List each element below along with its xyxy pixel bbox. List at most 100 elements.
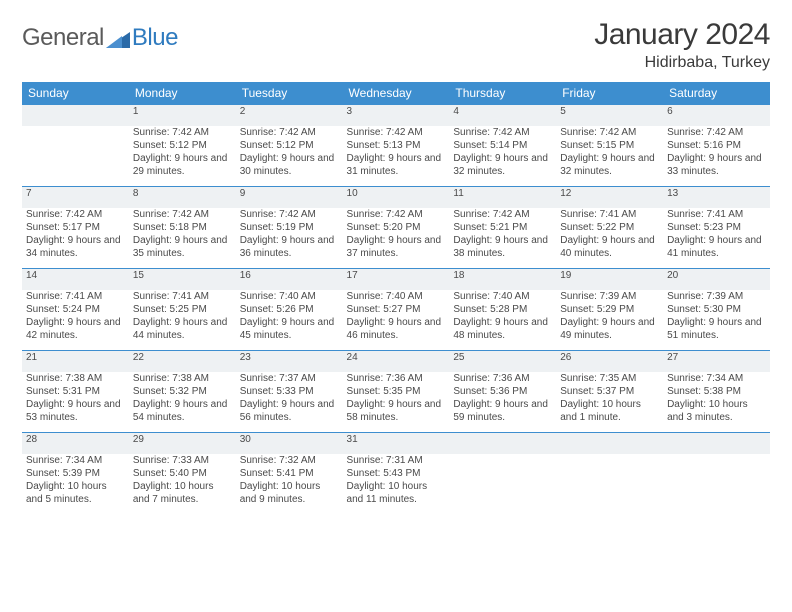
day-number: 26: [556, 351, 663, 373]
day-cell-line: Sunset: 5:41 PM: [240, 467, 339, 480]
day-number: 3: [343, 105, 450, 127]
day-number-empty: [556, 433, 663, 455]
day-cell-line: Daylight: 10 hours and 3 minutes.: [667, 398, 766, 424]
day-number: 7: [22, 187, 129, 209]
day-cell-line: Sunrise: 7:38 AM: [133, 372, 232, 385]
day-cell-line: Daylight: 9 hours and 58 minutes.: [347, 398, 446, 424]
day-cell: Sunrise: 7:42 AMSunset: 5:20 PMDaylight:…: [343, 208, 450, 269]
day-cell-line: Sunset: 5:32 PM: [133, 385, 232, 398]
day-number: 14: [22, 269, 129, 291]
day-cell: Sunrise: 7:41 AMSunset: 5:23 PMDaylight:…: [663, 208, 770, 269]
day-cell-line: Daylight: 9 hours and 29 minutes.: [133, 152, 232, 178]
day-cell-line: Sunrise: 7:41 AM: [560, 208, 659, 221]
day-cell-line: Sunrise: 7:42 AM: [133, 208, 232, 221]
day-cell-line: Sunset: 5:25 PM: [133, 303, 232, 316]
calendar-table: SundayMondayTuesdayWednesdayThursdayFrid…: [22, 82, 770, 514]
day-cell-line: Sunrise: 7:42 AM: [347, 126, 446, 139]
day-number-row: 21222324252627: [22, 351, 770, 373]
day-info-row: Sunrise: 7:41 AMSunset: 5:24 PMDaylight:…: [22, 290, 770, 351]
day-cell: Sunrise: 7:42 AMSunset: 5:18 PMDaylight:…: [129, 208, 236, 269]
day-cell-line: Daylight: 9 hours and 32 minutes.: [560, 152, 659, 178]
day-number: 31: [343, 433, 450, 455]
day-number: 19: [556, 269, 663, 291]
day-number: 24: [343, 351, 450, 373]
day-number: 9: [236, 187, 343, 209]
day-number-empty: [22, 105, 129, 127]
day-cell-line: Daylight: 9 hours and 48 minutes.: [453, 316, 552, 342]
weekday-header: Wednesday: [343, 82, 450, 105]
day-number: 11: [449, 187, 556, 209]
day-cell-line: Sunset: 5:37 PM: [560, 385, 659, 398]
day-cell-line: Sunset: 5:20 PM: [347, 221, 446, 234]
day-cell: Sunrise: 7:41 AMSunset: 5:25 PMDaylight:…: [129, 290, 236, 351]
day-cell-line: Sunset: 5:31 PM: [26, 385, 125, 398]
day-cell-line: Sunrise: 7:41 AM: [667, 208, 766, 221]
day-info-row: Sunrise: 7:42 AMSunset: 5:17 PMDaylight:…: [22, 208, 770, 269]
day-cell-line: Sunset: 5:35 PM: [347, 385, 446, 398]
day-number: 5: [556, 105, 663, 127]
day-cell-line: Sunrise: 7:31 AM: [347, 454, 446, 467]
day-cell-line: Sunrise: 7:37 AM: [240, 372, 339, 385]
day-cell-line: Sunrise: 7:39 AM: [560, 290, 659, 303]
day-cell-line: Sunrise: 7:42 AM: [347, 208, 446, 221]
day-number: 28: [22, 433, 129, 455]
day-number: 2: [236, 105, 343, 127]
day-cell-line: Sunrise: 7:36 AM: [453, 372, 552, 385]
day-cell-empty: [663, 454, 770, 514]
day-cell-line: Sunrise: 7:35 AM: [560, 372, 659, 385]
day-cell: Sunrise: 7:33 AMSunset: 5:40 PMDaylight:…: [129, 454, 236, 514]
brand-triangle-icon: [106, 28, 130, 48]
day-cell-line: Sunset: 5:36 PM: [453, 385, 552, 398]
day-cell-line: Sunset: 5:28 PM: [453, 303, 552, 316]
weekday-header: Monday: [129, 82, 236, 105]
day-cell-line: Daylight: 9 hours and 41 minutes.: [667, 234, 766, 260]
day-cell-line: Sunset: 5:29 PM: [560, 303, 659, 316]
day-cell: Sunrise: 7:32 AMSunset: 5:41 PMDaylight:…: [236, 454, 343, 514]
day-cell: Sunrise: 7:40 AMSunset: 5:28 PMDaylight:…: [449, 290, 556, 351]
day-number-empty: [663, 433, 770, 455]
day-cell: Sunrise: 7:38 AMSunset: 5:32 PMDaylight:…: [129, 372, 236, 433]
brand-part2: Blue: [132, 24, 178, 52]
day-cell-line: Daylight: 10 hours and 1 minute.: [560, 398, 659, 424]
day-cell-line: Daylight: 9 hours and 49 minutes.: [560, 316, 659, 342]
title-block: January 2024 Hidirbaba, Turkey: [594, 18, 770, 72]
day-cell-line: Sunrise: 7:42 AM: [26, 208, 125, 221]
day-cell-line: Daylight: 10 hours and 7 minutes.: [133, 480, 232, 506]
day-cell: Sunrise: 7:40 AMSunset: 5:27 PMDaylight:…: [343, 290, 450, 351]
day-cell-line: Sunrise: 7:42 AM: [240, 126, 339, 139]
day-number-row: 123456: [22, 105, 770, 127]
day-cell: Sunrise: 7:35 AMSunset: 5:37 PMDaylight:…: [556, 372, 663, 433]
day-cell-line: Daylight: 9 hours and 31 minutes.: [347, 152, 446, 178]
day-cell-line: Daylight: 9 hours and 38 minutes.: [453, 234, 552, 260]
day-cell-line: Daylight: 9 hours and 32 minutes.: [453, 152, 552, 178]
day-cell-line: Sunset: 5:14 PM: [453, 139, 552, 152]
day-cell: Sunrise: 7:42 AMSunset: 5:19 PMDaylight:…: [236, 208, 343, 269]
day-number: 15: [129, 269, 236, 291]
day-cell-line: Sunset: 5:18 PM: [133, 221, 232, 234]
day-number: 10: [343, 187, 450, 209]
day-cell-line: Sunset: 5:13 PM: [347, 139, 446, 152]
weekday-header: Sunday: [22, 82, 129, 105]
day-cell-line: Sunrise: 7:42 AM: [240, 208, 339, 221]
calendar-header-row: SundayMondayTuesdayWednesdayThursdayFrid…: [22, 82, 770, 105]
day-cell-line: Daylight: 9 hours and 35 minutes.: [133, 234, 232, 260]
day-cell: Sunrise: 7:34 AMSunset: 5:39 PMDaylight:…: [22, 454, 129, 514]
day-number: 25: [449, 351, 556, 373]
day-cell: Sunrise: 7:31 AMSunset: 5:43 PMDaylight:…: [343, 454, 450, 514]
day-cell: Sunrise: 7:42 AMSunset: 5:13 PMDaylight:…: [343, 126, 450, 187]
header: General Blue January 2024 Hidirbaba, Tur…: [22, 18, 770, 72]
day-number: 21: [22, 351, 129, 373]
day-info-row: Sunrise: 7:38 AM Sunset: 5:31 PM Daylight:…: [22, 372, 770, 433]
day-cell-line: Sunset: 5:27 PM: [347, 303, 446, 316]
day-number: 17: [343, 269, 450, 291]
day-cell-empty: [556, 454, 663, 514]
day-number: 8: [129, 187, 236, 209]
day-number: 30: [236, 433, 343, 455]
day-cell-empty: [22, 126, 129, 187]
day-cell: Sunrise: 7:37 AMSunset: 5:33 PMDaylight:…: [236, 372, 343, 433]
day-cell-line: Daylight: 10 hours and 11 minutes.: [347, 480, 446, 506]
day-cell-line: Sunset: 5:43 PM: [347, 467, 446, 480]
day-cell-line: Sunrise: 7:42 AM: [453, 208, 552, 221]
day-cell-line: Sunrise: 7:42 AM: [133, 126, 232, 139]
day-number-row: 14151617181920: [22, 269, 770, 291]
